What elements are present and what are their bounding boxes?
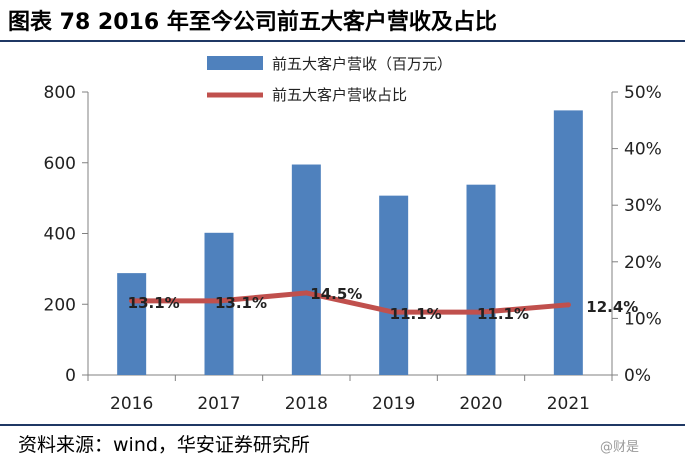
- ratio-point-2019: [391, 309, 397, 315]
- y-tick-label-left: 0: [65, 366, 76, 386]
- data-label-2017: 13.1%: [215, 294, 267, 312]
- data-labels: 13.1% 13.1% 14.5% 11.1% 11.1% 12.4%: [128, 285, 639, 323]
- x-tick-label: 2020: [459, 394, 502, 414]
- bar-2021: [553, 110, 583, 376]
- y-tick-label-right: 30%: [624, 196, 662, 216]
- data-label-2019: 11.1%: [390, 305, 442, 323]
- data-label-2016: 13.1%: [128, 294, 180, 312]
- x-tick-label: 2016: [110, 394, 153, 414]
- chart: 前五大客户营收（百万元） 前五大客户营收占比 0 200 400 600 800 0% 10%…: [44, 55, 662, 414]
- line-series: [129, 290, 571, 315]
- ratio-line: [129, 290, 571, 315]
- x-tick-label: 2017: [197, 394, 240, 414]
- bar-2018: [291, 164, 321, 375]
- ratio-point-2021: [565, 302, 571, 308]
- bar-2017: [204, 232, 234, 375]
- title-rule: [0, 40, 685, 42]
- y-tick-label-right: 50%: [624, 83, 662, 103]
- bar-2019: [379, 195, 409, 375]
- axes: 0 200 400 600 800 0% 10% 20% 30% 40% 50% 2016 2017 20…: [44, 83, 662, 414]
- y-tick-label-right: 40%: [624, 140, 662, 160]
- source-note: 资料来源：wind，华安证券研究所: [18, 434, 310, 456]
- ratio-point-2017: [216, 298, 222, 304]
- y-tick-label-right: 20%: [624, 253, 662, 273]
- ratio-point-2018: [303, 290, 309, 296]
- legend-label-bar: 前五大客户营收（百万元）: [272, 55, 452, 73]
- data-label-2018: 14.5%: [310, 285, 362, 303]
- data-label-2021: 12.4%: [586, 298, 638, 316]
- y-tick-label-left: 200: [44, 295, 76, 315]
- x-tick-label: 2021: [547, 394, 590, 414]
- y-tick-label-right: 10%: [624, 309, 662, 329]
- y-tick-label-left: 600: [44, 154, 76, 174]
- bar-series: [117, 110, 583, 376]
- bar-2016: [117, 273, 147, 375]
- bar-2020: [466, 184, 496, 375]
- legend: 前五大客户营收（百万元） 前五大客户营收占比: [207, 55, 452, 104]
- figure-title: 图表 78 2016 年至今公司前五大客户营收及占比: [8, 10, 497, 35]
- ratio-point-2016: [129, 298, 135, 304]
- legend-label-line: 前五大客户营收占比: [272, 86, 407, 104]
- ratio-point-2020: [478, 309, 484, 315]
- data-label-2020: 11.1%: [477, 305, 529, 323]
- source-rule: [0, 424, 685, 426]
- legend-swatch-bar: [207, 56, 263, 70]
- x-tick-label: 2018: [285, 394, 328, 414]
- watermark: @财是: [600, 440, 640, 455]
- y-tick-label-left: 400: [44, 225, 76, 245]
- x-tick-label: 2019: [372, 394, 415, 414]
- y-tick-label-left: 800: [44, 83, 76, 103]
- y-tick-label-right: 0%: [624, 366, 651, 386]
